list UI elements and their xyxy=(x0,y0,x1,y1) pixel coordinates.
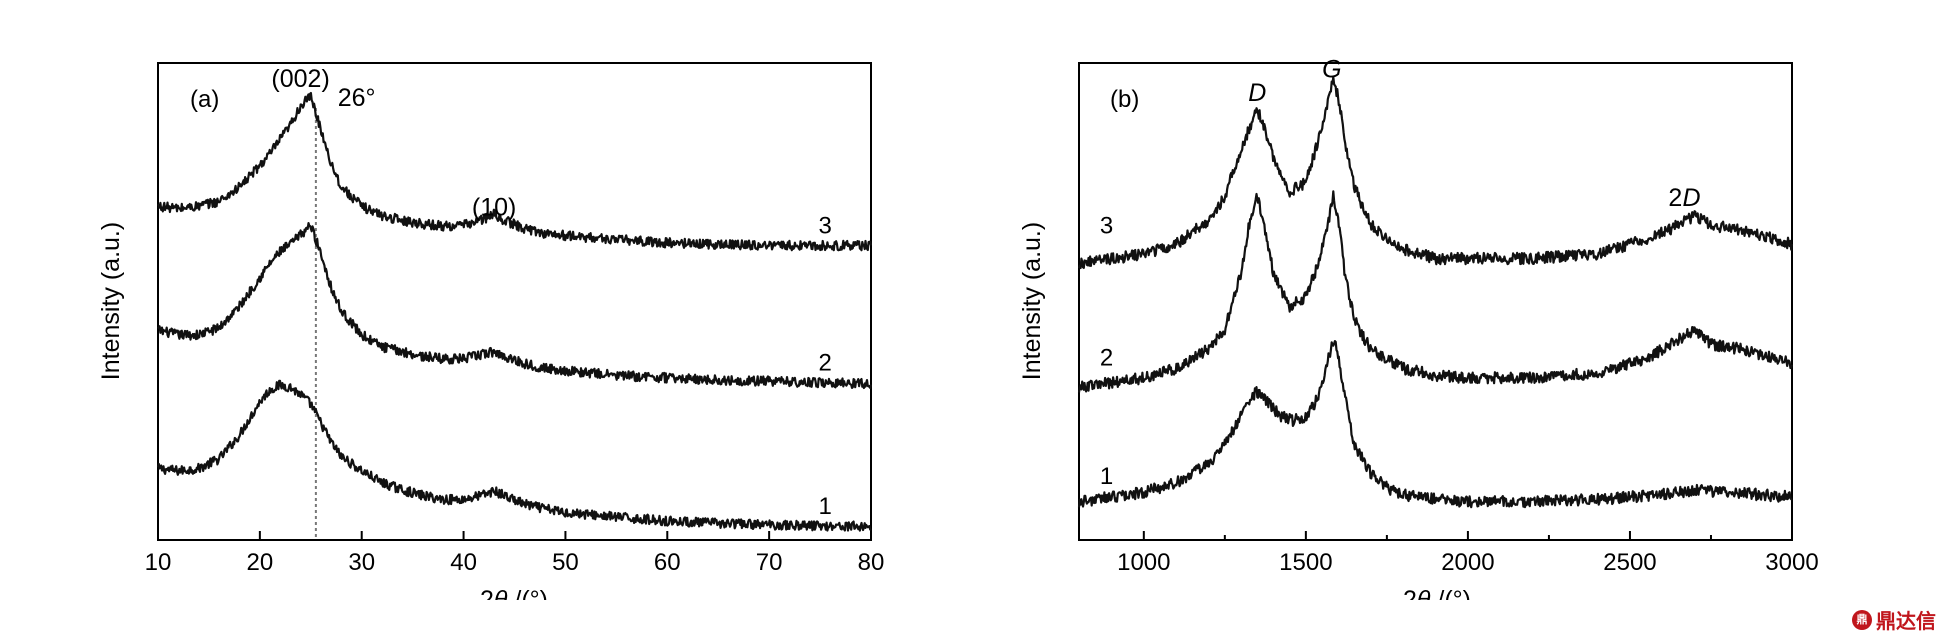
panel-b-frame xyxy=(1078,62,1793,541)
panel-b-annotations: DG2 D xyxy=(1248,55,1700,212)
series-label-2: 2 xyxy=(818,350,831,377)
x-tick-label: 3000 xyxy=(1765,549,1818,576)
series-label-1: 1 xyxy=(818,493,831,520)
panel-a-x-axis-title: 2θ /(°) xyxy=(480,586,548,600)
annotation-2: 2 xyxy=(1668,184,1682,212)
x-tick-label: 60 xyxy=(654,549,681,576)
series-label-3: 3 xyxy=(818,213,831,240)
series-line-3 xyxy=(157,91,873,252)
annotation-1: G xyxy=(1322,55,1341,83)
panel-a-x-ticks xyxy=(157,531,872,540)
panel-b-x-tick-labels: 1000 1500 2000 2500 3000 xyxy=(1117,549,1819,576)
panel-a-series xyxy=(156,91,873,532)
annotation-0: (002) xyxy=(271,65,329,93)
panel-a-y-axis-title: Intensity (a.u.) xyxy=(97,222,125,380)
x-tick-label: 1500 xyxy=(1279,549,1332,576)
series-line-1 xyxy=(1077,340,1793,509)
series-line-2 xyxy=(1077,190,1794,393)
series-label-3: 3 xyxy=(1100,212,1113,239)
panel-a: 10 20 30 40 50 60 70 80 1 2 3 (002) 26° (10) (a) 2θ… xyxy=(97,62,885,600)
x-tick-label: 30 xyxy=(348,549,375,576)
x-tick-label: 40 xyxy=(450,549,477,576)
series-line-3 xyxy=(1077,75,1794,270)
annotation-1: 26° xyxy=(338,84,376,112)
x-tick-label: 80 xyxy=(858,549,885,576)
x-tick-label: 1000 xyxy=(1117,549,1170,576)
panel-b-y-axis-title: Intensity (a.u.) xyxy=(1018,222,1046,380)
x-tick-label: 2000 xyxy=(1441,549,1494,576)
panel-a-frame xyxy=(157,62,872,541)
watermark-logo: 鼎 鼎达信 xyxy=(1852,605,1936,634)
annotation-2: (10) xyxy=(472,194,516,222)
x-tick-label: 70 xyxy=(756,549,783,576)
panel-b-x-ticks xyxy=(1142,531,1793,540)
annotation-3: D xyxy=(1683,184,1701,212)
panel-a-label: (a) xyxy=(190,86,219,113)
x-tick-label: 50 xyxy=(552,549,579,576)
figure: 10 20 30 40 50 60 70 80 1 2 3 (002) 26° (10) (a) 2θ… xyxy=(97,55,1819,600)
watermark-seal-icon: 鼎 xyxy=(1852,609,1872,630)
panel-b-x-axis-title: 2θ /(°) xyxy=(1403,586,1471,600)
panel-a-annotations: (002) 26° (10) xyxy=(271,65,516,222)
annotation-0: D xyxy=(1248,79,1266,107)
x-tick-label: 10 xyxy=(145,549,172,576)
series-line-1 xyxy=(156,379,872,532)
series-label-1: 1 xyxy=(1100,463,1113,490)
panel-b: 1000 1500 2000 2500 3000 123 DG2 D (b) 2θ /(°… xyxy=(1018,55,1819,600)
panel-a-x-tick-labels: 10 20 30 40 50 60 70 80 xyxy=(145,549,885,576)
panel-b-label: (b) xyxy=(1110,86,1139,113)
x-tick-label: 2500 xyxy=(1603,549,1656,576)
series-line-2 xyxy=(157,222,873,390)
panel-a-series-labels: 1 2 3 xyxy=(818,213,831,520)
panel-b-series-labels: 1 2 3 xyxy=(1100,212,1113,490)
panel-b-series xyxy=(1077,75,1794,509)
watermark-text: 鼎达信 xyxy=(1876,609,1936,633)
series-label-2: 2 xyxy=(1100,344,1113,371)
x-tick-label: 20 xyxy=(247,549,274,576)
